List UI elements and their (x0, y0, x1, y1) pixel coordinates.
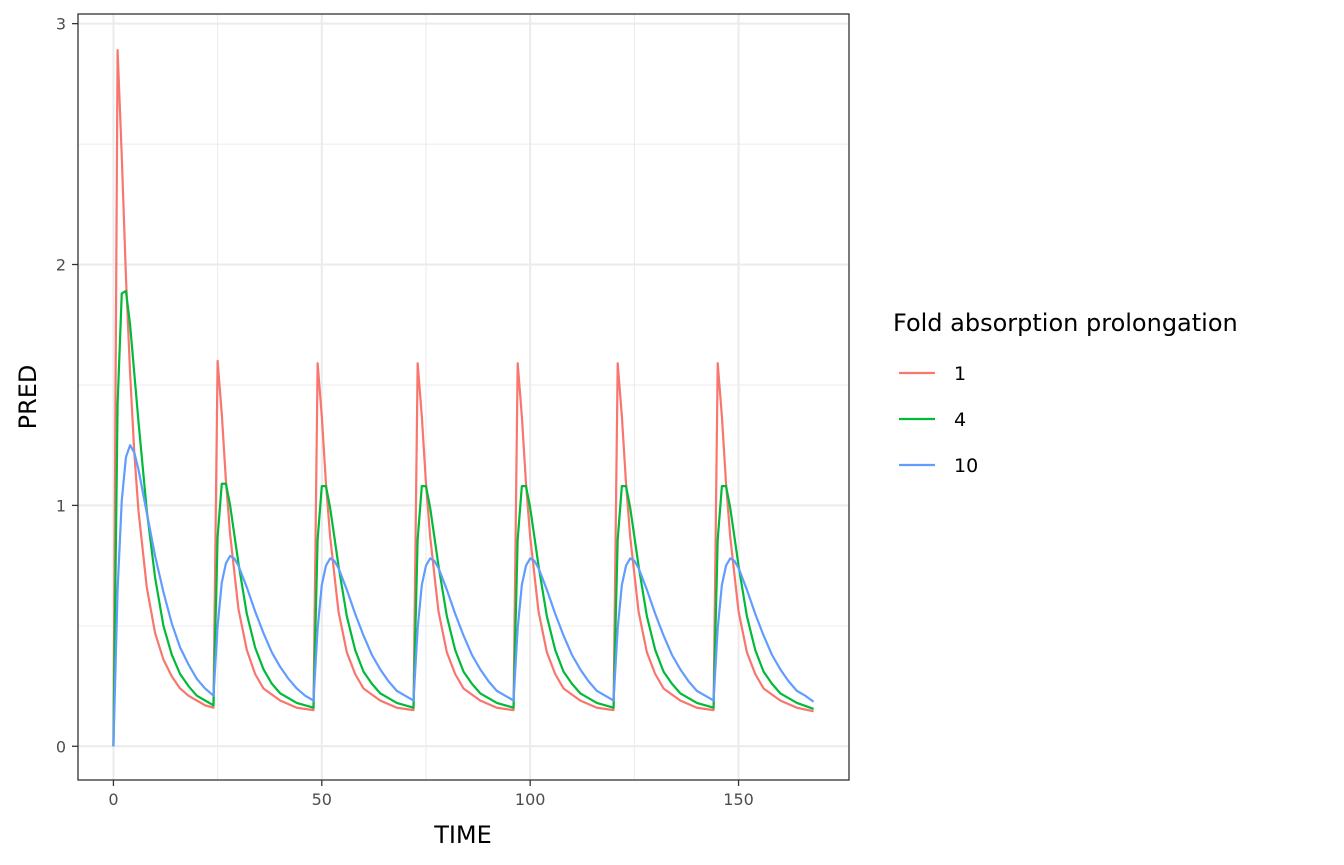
y-axis: 0 1 2 3 (56, 15, 78, 756)
panel-background (78, 14, 849, 780)
x-tick-label: 50 (312, 790, 332, 809)
legend-label-10: 10 (954, 455, 978, 477)
panel-border (77, 13, 850, 781)
minor-gridlines (78, 14, 849, 780)
x-axis-title: TIME (433, 821, 492, 849)
y-tick-label: 1 (56, 496, 66, 515)
series-lines (112, 49, 815, 747)
x-tick-label: 150 (723, 790, 754, 809)
legend: Fold absorption prolongation 1 4 10 (893, 309, 1238, 477)
x-tick-label: 0 (108, 790, 118, 809)
legend-label-1: 1 (954, 363, 966, 385)
y-tick-label: 2 (56, 256, 66, 275)
legend-title: Fold absorption prolongation (893, 309, 1238, 337)
legend-items: 1 4 10 (899, 363, 978, 477)
y-axis-title: PRED (14, 365, 42, 430)
x-axis: 0 50 100 150 (108, 780, 754, 809)
y-tick-label: 0 (56, 737, 66, 756)
series-line-4 (112, 289, 814, 747)
plot-panel (77, 13, 850, 781)
y-tick-label: 3 (56, 15, 66, 34)
series-line-10 (112, 444, 815, 747)
legend-label-4: 4 (954, 409, 966, 431)
series-line-1 (112, 49, 814, 747)
x-tick-label: 100 (515, 790, 546, 809)
